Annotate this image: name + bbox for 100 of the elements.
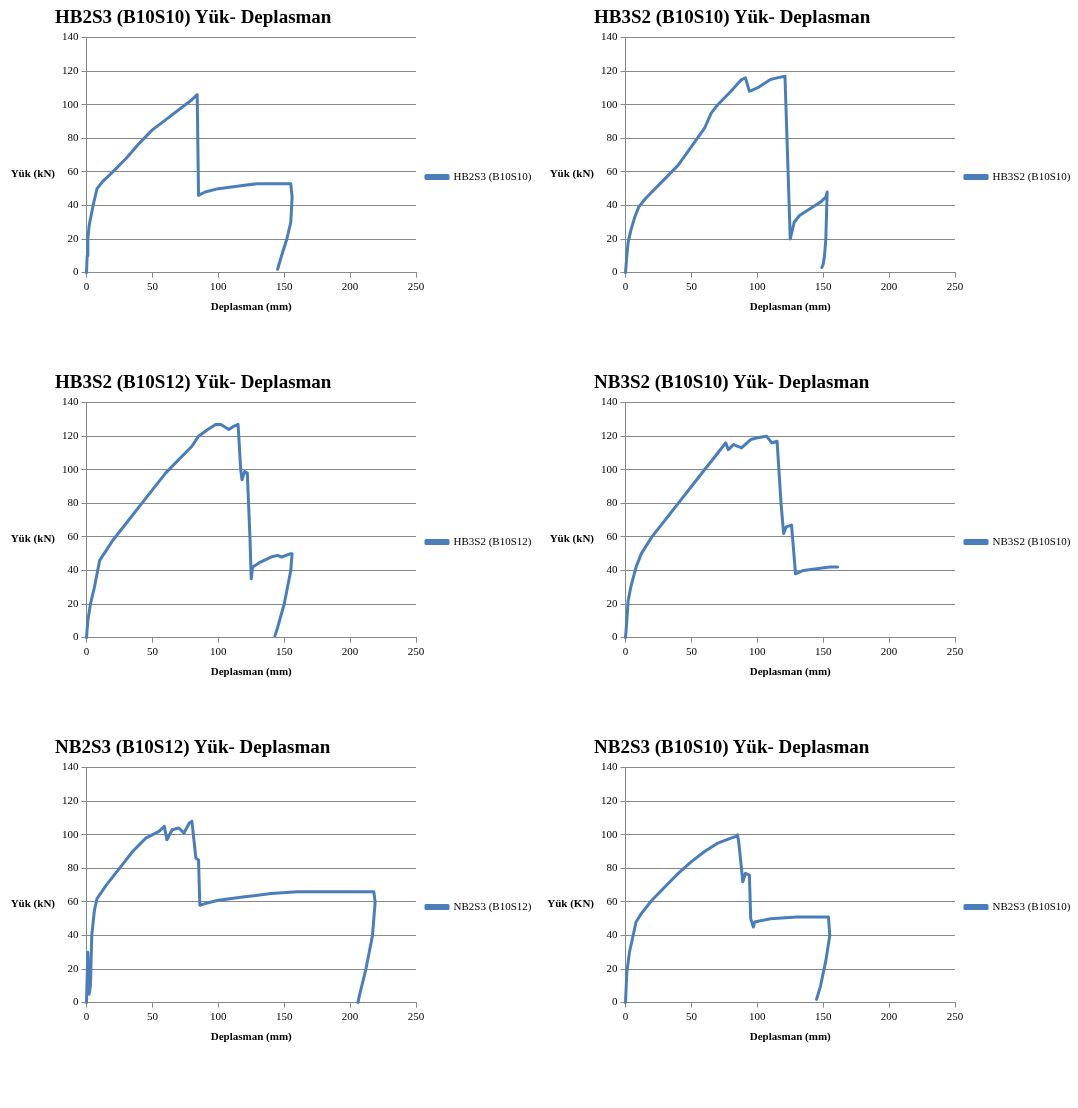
y-tick-label: 120 [601, 64, 618, 77]
legend-label: HB3S2 (B10S12) [453, 534, 532, 548]
y-tick-label: 40 [67, 563, 79, 576]
y-tick-label: 60 [606, 164, 618, 177]
x-tick-label: 150 [275, 645, 293, 658]
y-tick-label: 140 [601, 30, 618, 43]
y-tick-label: 100 [62, 462, 79, 475]
y-tick-label: 100 [62, 97, 79, 110]
chart-title: HB2S3 (B10S10) Yük- Deplasman [55, 6, 333, 28]
x-tick-label: 250 [407, 280, 425, 293]
legend-label: NB3S2 (B10S10) [992, 534, 1071, 548]
y-tick-label: 0 [612, 995, 618, 1008]
x-tick-label: 200 [880, 1010, 898, 1023]
y-tick-label: 0 [73, 995, 79, 1008]
x-tick-label: 50 [146, 280, 159, 293]
chart-title: HB3S2 (B10S10) Yük- Deplasman [594, 6, 872, 28]
y-tick-label: 0 [612, 265, 618, 278]
x-tick-label: 200 [341, 280, 359, 293]
legend-label: HB2S3 (B10S10) [453, 169, 532, 183]
y-tick-label: 140 [601, 760, 618, 773]
y-tick-label: 40 [606, 198, 618, 211]
chart-title: NB2S3 (B10S12) Yük- Deplasman [55, 736, 332, 758]
y-axis-title: Yük (kN) [548, 167, 595, 179]
x-tick-label: 250 [407, 645, 425, 658]
x-tick-label: 100 [210, 280, 228, 293]
x-tick-label: 200 [341, 645, 359, 658]
legend-label: NB2S3 (B10S10) [992, 899, 1071, 913]
y-tick-label: 40 [606, 928, 618, 941]
x-tick-label: 100 [210, 1010, 228, 1023]
x-tick-label: 0 [83, 1010, 90, 1023]
y-tick-label: 120 [62, 64, 79, 77]
x-tick-label: 50 [685, 645, 698, 658]
x-axis-title: Deplasman (mm) [749, 300, 832, 314]
x-axis-title: Deplasman (mm) [749, 665, 832, 679]
chart-title: NB3S2 (B10S10) Yük- Deplasman [594, 371, 871, 393]
y-tick-label: 0 [73, 630, 79, 643]
x-tick-label: 100 [749, 280, 767, 293]
y-tick-label: 20 [67, 961, 79, 974]
x-tick-label: 250 [946, 1010, 964, 1023]
y-tick-label: 40 [67, 198, 79, 211]
x-tick-label: 0 [83, 280, 90, 293]
x-axis-title: Deplasman (mm) [749, 1030, 832, 1044]
x-tick-label: 0 [622, 280, 629, 293]
x-tick-label: 0 [622, 1010, 629, 1023]
y-tick-label: 120 [601, 429, 618, 442]
x-tick-label: 100 [749, 1010, 767, 1023]
x-tick-label: 50 [146, 1010, 159, 1023]
y-tick-label: 80 [606, 496, 618, 509]
x-tick-label: 100 [749, 645, 767, 658]
y-tick-label: 80 [606, 861, 618, 874]
y-tick-label: 20 [67, 231, 79, 244]
chart-title: NB2S3 (B10S10) Yük- Deplasman [594, 736, 871, 758]
x-tick-label: 150 [814, 1010, 832, 1023]
y-tick-label: 20 [606, 961, 618, 974]
y-tick-label: 100 [601, 462, 618, 475]
y-tick-label: 80 [67, 496, 79, 509]
y-tick-label: 140 [62, 30, 79, 43]
y-tick-label: 120 [601, 794, 618, 807]
legend-label: NB2S3 (B10S12) [453, 899, 532, 913]
x-tick-label: 50 [685, 1010, 698, 1023]
y-tick-label: 60 [67, 529, 79, 542]
y-tick-label: 80 [606, 131, 618, 144]
x-tick-label: 200 [341, 1010, 359, 1023]
chart-title: HB3S2 (B10S12) Yük- Deplasman [55, 371, 333, 393]
y-tick-label: 20 [606, 596, 618, 609]
y-axis-title: Yük (KN) [546, 897, 595, 909]
legend-label: HB3S2 (B10S10) [992, 169, 1071, 183]
x-tick-label: 150 [814, 645, 832, 658]
y-axis-title: Yük (kN) [9, 167, 56, 179]
x-tick-label: 0 [622, 645, 629, 658]
y-tick-label: 120 [62, 429, 79, 442]
y-tick-label: 60 [67, 894, 79, 907]
x-tick-label: 50 [685, 280, 698, 293]
y-tick-label: 140 [601, 395, 618, 408]
y-tick-label: 0 [73, 265, 79, 278]
y-tick-label: 40 [606, 563, 618, 576]
y-axis-title: Yük (kN) [9, 532, 56, 544]
x-tick-label: 250 [946, 645, 964, 658]
x-tick-label: 50 [146, 645, 159, 658]
y-tick-label: 120 [62, 794, 79, 807]
y-tick-label: 100 [62, 827, 79, 840]
x-axis-title: Deplasman (mm) [210, 665, 293, 679]
x-tick-label: 250 [407, 1010, 425, 1023]
x-tick-label: 150 [275, 280, 293, 293]
y-tick-label: 100 [601, 97, 618, 110]
x-axis-title: Deplasman (mm) [210, 300, 293, 314]
y-tick-label: 140 [62, 395, 79, 408]
x-tick-label: 250 [946, 280, 964, 293]
y-tick-label: 20 [67, 596, 79, 609]
x-tick-label: 0 [83, 645, 90, 658]
x-tick-label: 150 [275, 1010, 293, 1023]
y-tick-label: 0 [612, 630, 618, 643]
y-tick-label: 60 [67, 164, 79, 177]
y-axis-title: Yük (kN) [548, 532, 595, 544]
y-tick-label: 60 [606, 529, 618, 542]
y-axis-title: Yük (kN) [9, 897, 56, 909]
y-tick-label: 60 [606, 894, 618, 907]
y-tick-label: 140 [62, 760, 79, 773]
y-tick-label: 100 [601, 827, 618, 840]
y-tick-label: 40 [67, 928, 79, 941]
